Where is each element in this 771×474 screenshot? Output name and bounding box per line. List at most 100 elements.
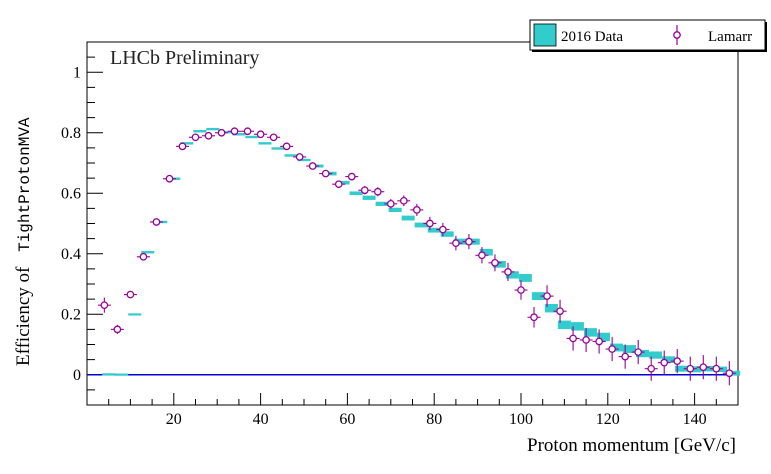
legend-label-2016-data: 2016 Data [561,29,623,45]
data-2016-box [518,274,532,282]
y-axis-label: Efficiency of TightProtonMVA [13,117,34,366]
data-2016-box [375,201,389,206]
lamarr-point [699,363,708,372]
lamarr-point [543,292,551,300]
lamarr-point [491,258,499,267]
lamarr-point [282,142,291,151]
legend: 2016 Data Lamarr [529,19,767,52]
lamarr-point [230,127,239,136]
lamarr-point [634,348,643,356]
data-2016-box [427,227,441,233]
data-2016-box [206,127,220,131]
data-2016-box [271,147,285,150]
data-2016-box [453,238,467,245]
series-lamarr [97,127,736,386]
lamarr-point [191,133,200,142]
lamarr-point [321,169,330,178]
lamarr-point [595,337,603,346]
data-2016-box [596,332,610,342]
lamarr-point [412,206,421,214]
lamarr-point [465,237,473,246]
lamarr-point [165,174,174,183]
lamarr-point [556,307,564,316]
data-2016-box [388,207,402,213]
lamarr-point [139,252,148,261]
data-2016-box [258,142,272,145]
y-tick-label: 0.2 [61,306,81,323]
lamarr-point [399,196,408,205]
lamarr-point [295,153,304,161]
data-2016-box [440,231,454,237]
data-2016-box [180,142,194,145]
data-2016-box [141,251,155,254]
x-axis: 20 40 60 80 100 120 140 [108,393,717,428]
data-2016-box [401,215,415,221]
lamarr-point [582,336,590,344]
y-axis: 0 0.2 0.4 0.6 0.8 1 [61,41,103,406]
lamarr-point [204,131,213,140]
lamarr-point [569,334,577,343]
data-2016-box [714,366,728,373]
legend-label-lamarr: Lamarr [708,29,752,45]
y-tick-label: 0.6 [61,185,81,202]
data-2016-box [492,261,506,268]
lamarr-point [152,218,161,226]
x-tick-label: 40 [253,411,269,428]
legend-swatch-2016-data [533,23,557,47]
data-2016-box [349,191,363,196]
lamarr-point [608,345,616,353]
lamarr-point [673,357,682,365]
data-2016-box [232,133,246,136]
lamarr-point [517,286,525,294]
data-2016-box [414,222,428,228]
x-tick-label: 100 [509,411,533,428]
data-2016-box [557,320,571,330]
lamarr-point [621,352,630,361]
data-2016-box [115,373,129,376]
y-tick-label: 0 [73,367,81,384]
x-tick-label: 120 [596,411,620,428]
lamarr-point [360,186,369,195]
x-tick-label: 60 [339,411,355,428]
lamarr-point [308,162,317,170]
lamarr-point [126,290,135,299]
lamarr-point [660,358,669,367]
y-tick-label: 0.8 [61,125,81,142]
data-2016-box [505,271,519,279]
lamarr-point [439,225,447,234]
lamarr-point [373,187,382,196]
y-axis-label-variable: TightProtonMVA [16,117,34,252]
lamarr-point [269,133,278,142]
data-2016-box [688,366,702,373]
lamarr-point [725,369,734,378]
data-2016-box [583,328,597,337]
x-axis-label: Proton momentum [GeV/c] [527,435,736,456]
lamarr-point [100,301,109,310]
y-tick-label: 1 [73,64,81,81]
lamarr-point [178,142,187,151]
x-tick-label: 140 [683,411,707,428]
lamarr-point [386,199,395,208]
data-2016-box [701,365,715,372]
legend-marker-lamarr [673,31,681,39]
data-2016-box [662,356,676,363]
lamarr-point [452,239,460,248]
lamarr-point [504,268,512,276]
lamarr-point [347,172,356,181]
chart-title: LHCb Preliminary [110,47,259,69]
data-2016-box [622,345,637,353]
x-tick-label: 20 [166,411,182,428]
data-2016-box [193,130,207,133]
data-2016-box [219,130,233,134]
data-2016-box [128,313,142,316]
y-tick-label: 0.4 [61,246,81,263]
lamarr-point [478,251,486,260]
lamarr-point [243,127,252,136]
lamarr-point [256,130,265,139]
data-2016-box [297,158,311,162]
lamarr-point [217,128,226,137]
lamarr-point [712,364,721,373]
data-2016-box [675,365,689,372]
data-2016-box [284,154,298,157]
